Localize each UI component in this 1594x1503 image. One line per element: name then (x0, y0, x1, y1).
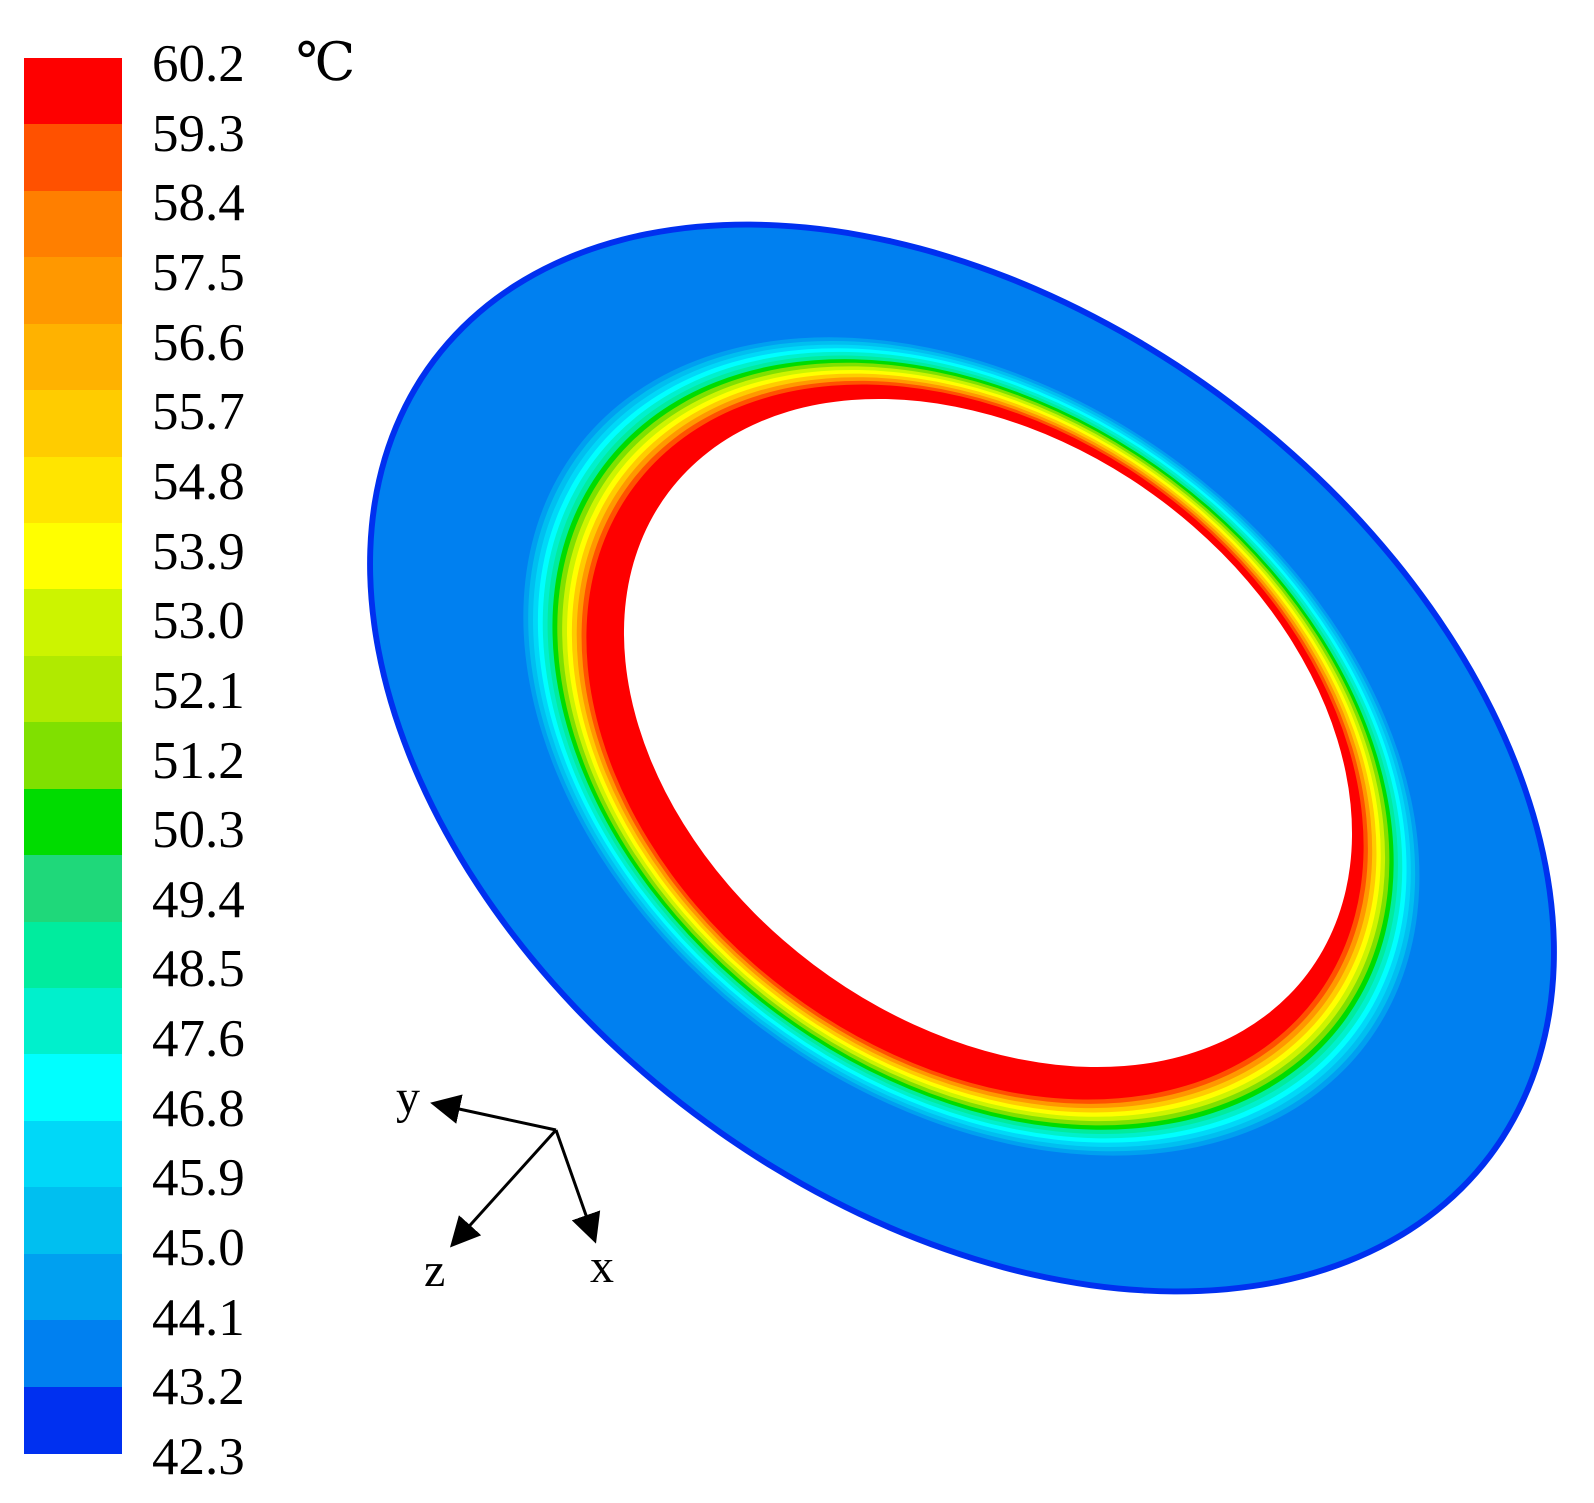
colorbar-tick-label: 58.4 (152, 174, 245, 233)
z-axis-label: z (424, 1244, 445, 1297)
colorbar-band (24, 323, 122, 391)
colorbar-unit-label: ℃ (296, 34, 356, 92)
colorbar-tick-label: 46.8 (152, 1079, 245, 1138)
x-axis-label: x (590, 1240, 614, 1293)
colorbar-band (24, 722, 122, 790)
colorbar-band (24, 655, 122, 723)
colorbar-band (24, 988, 122, 1056)
colorbar-tick-label: 55.7 (152, 383, 245, 442)
colorbar-tick-label: 53.9 (152, 522, 245, 581)
colorbar-band (24, 1320, 122, 1388)
colorbar-tick-label: 49.4 (152, 870, 245, 929)
colorbar-band (24, 1187, 122, 1255)
colorbar-band (24, 855, 122, 923)
colorbar-band (24, 190, 122, 258)
colorbar-band (24, 257, 122, 325)
colorbar-tick-label: 57.5 (152, 243, 245, 302)
colorbar-band (24, 1054, 122, 1122)
contour-band (586, 384, 1364, 1100)
colorbar-tick-label: 44.1 (152, 1288, 245, 1347)
colorbar-band (24, 58, 122, 126)
colorbar-tick-label: 54.8 (152, 452, 245, 511)
colorbar-band (24, 523, 122, 591)
colorbar-band (24, 390, 122, 458)
colorbar-band (24, 1386, 122, 1454)
colorbar-tick-label: 50.3 (152, 801, 245, 860)
temperature-colorbar: 60.2 59.3 58.4 57.5 56.6 55.7 54.8 53.9 53.0 52.1… (0, 0, 380, 1503)
colorbar-tick-label: 45.9 (152, 1149, 245, 1208)
y-axis-label: y (396, 1071, 420, 1124)
x-axis-arrow (554, 1129, 601, 1244)
coordinate-triad: y z x (396, 1071, 614, 1297)
colorbar-band (24, 1253, 122, 1321)
colorbar-band (24, 788, 122, 856)
colorbar-tick-label: 59.3 (152, 104, 245, 163)
colorbar-tick-label: 45.0 (152, 1219, 245, 1278)
z-axis-arrow (449, 1128, 558, 1248)
annular-ring-contour (367, 221, 1557, 1295)
colorbar-band (24, 921, 122, 989)
colorbar-band (24, 589, 122, 657)
colorbar-tick-label: 53.0 (152, 592, 245, 651)
colorbar-tick-label: 60.2 (152, 35, 245, 93)
colorbar-tick-label: 42.3 (152, 1428, 245, 1486)
colorbar-tick-label: 47.6 (152, 1010, 245, 1069)
colorbar-tick-label: 56.6 (152, 313, 245, 372)
y-axis-arrow (430, 1094, 557, 1132)
colorbar-band (24, 456, 122, 524)
colorbar-tick-label: 48.5 (152, 940, 245, 999)
colorbar-tick-label: 52.1 (152, 661, 245, 720)
colorbar-band (24, 124, 122, 192)
colorbar-tick-label: 43.2 (152, 1358, 245, 1417)
colorbar-band (24, 1120, 122, 1188)
colorbar-tick-label: 51.2 (152, 731, 245, 790)
